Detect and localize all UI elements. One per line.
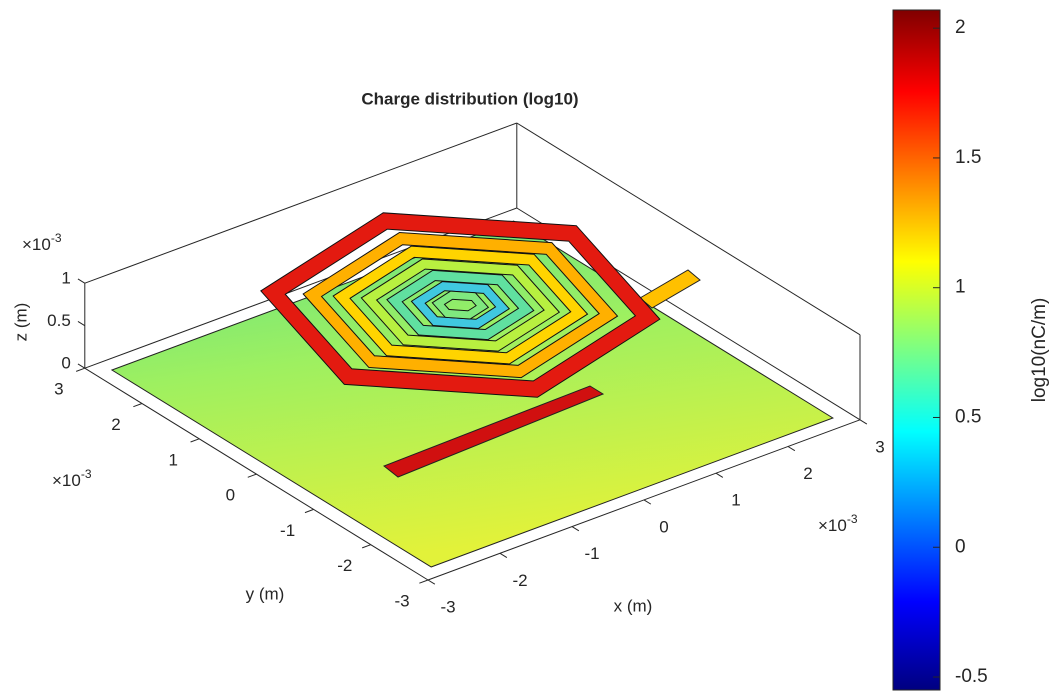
y-tick — [419, 579, 429, 584]
x-tick-label: 0 — [659, 517, 668, 536]
x-tick — [499, 552, 508, 558]
z-axis-label: z (m) — [11, 303, 30, 342]
colorbar-tick-label: 0 — [955, 536, 966, 557]
y-tick — [133, 403, 143, 408]
exp-base: ×10 — [22, 235, 51, 254]
z-tick — [77, 321, 86, 327]
box-edge — [84, 207, 517, 369]
y-tick-label: 1 — [168, 450, 177, 469]
scene — [110, 212, 835, 568]
z-exponent: ×10-3 — [22, 231, 62, 254]
x-tick-label: -3 — [440, 597, 455, 616]
colorbar — [892, 9, 941, 691]
x-tick — [787, 446, 796, 452]
colorbar-tick-label: 2 — [955, 17, 966, 38]
z-tick-label: 0 — [61, 354, 70, 373]
y-tick-label: 2 — [111, 415, 120, 434]
x-axis-label: x (m) — [614, 596, 653, 615]
exp-base: ×10 — [52, 471, 81, 490]
x-tick — [571, 526, 580, 532]
exp-power: -3 — [81, 467, 92, 481]
x-tick — [427, 579, 436, 585]
feed-line — [383, 385, 605, 478]
colorbar-tick-label: 1 — [955, 277, 966, 298]
y-tick-label: -1 — [280, 521, 295, 540]
spiral-trace — [387, 270, 533, 340]
feed-stub — [639, 269, 701, 309]
z-tick — [77, 363, 86, 369]
x-tick-label: 1 — [731, 491, 740, 510]
y-tick — [304, 508, 314, 514]
y-tick — [247, 473, 257, 478]
x-tick — [859, 419, 868, 425]
colorbar-tick-label: 1.5 — [955, 147, 981, 168]
y-axis-label: y (m) — [246, 584, 285, 603]
spiral-trace — [412, 282, 509, 328]
colorbar-label: log10(nC/m) — [1029, 298, 1050, 403]
spiral-trace — [261, 213, 660, 397]
y-tick-label: -3 — [394, 591, 409, 610]
y-tick-label: 0 — [226, 486, 235, 505]
box-edge — [84, 122, 517, 284]
spiral-trace — [433, 291, 488, 319]
colorbar-tick-label: 0.5 — [955, 406, 981, 427]
exp-base: ×10 — [818, 516, 847, 535]
box-edge — [516, 122, 861, 336]
spiral-trace — [362, 259, 559, 351]
y-tick — [361, 544, 371, 549]
spiral-trace — [303, 233, 617, 378]
x-tick — [643, 499, 652, 505]
x-tick-label: -2 — [512, 571, 527, 590]
x-tick-label: 2 — [803, 464, 812, 483]
chart-title: Charge distribution (log10) — [361, 89, 578, 108]
x-tick — [715, 472, 724, 478]
y-tick — [190, 438, 200, 443]
z-tick — [77, 278, 86, 284]
colorbar-tick-label: -0.5 — [955, 666, 988, 687]
y-exponent: ×10-3 — [52, 467, 92, 490]
y-tick — [75, 367, 85, 372]
exp-power: -3 — [847, 512, 858, 526]
z-tick-label: 1 — [61, 269, 70, 288]
y-tick-label: -2 — [337, 556, 352, 575]
x-tick-label: 3 — [875, 437, 884, 456]
x-exponent: ×10-3 — [818, 512, 858, 535]
exp-power: -3 — [51, 231, 62, 245]
x-tick-label: -1 — [584, 544, 599, 563]
y-tick-label: 3 — [54, 380, 63, 399]
z-tick-label: 0.5 — [47, 311, 71, 330]
spiral-trace — [333, 246, 587, 364]
